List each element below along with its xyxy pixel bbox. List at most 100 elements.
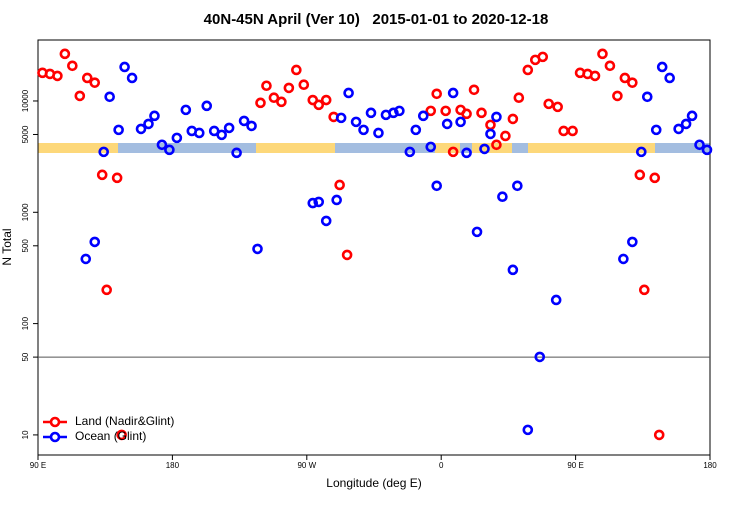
- point: [479, 143, 490, 155]
- ocean-band: [512, 143, 528, 153]
- y-tick-label: 10000: [21, 89, 30, 112]
- point: [331, 194, 342, 206]
- point: [417, 110, 429, 122]
- y-tick-label: 1000: [21, 203, 30, 221]
- point: [307, 197, 319, 209]
- point: [485, 119, 496, 131]
- point: [283, 82, 295, 94]
- point: [343, 87, 354, 99]
- point: [164, 144, 175, 156]
- point: [471, 226, 483, 238]
- point: [81, 72, 93, 84]
- point: [143, 118, 154, 130]
- point: [341, 249, 353, 261]
- point: [491, 139, 502, 151]
- point: [513, 92, 525, 104]
- point: [491, 111, 502, 123]
- legend-marker: [49, 416, 61, 428]
- point: [111, 172, 123, 184]
- point: [126, 72, 138, 84]
- point: [149, 110, 160, 122]
- point: [461, 108, 472, 120]
- point: [255, 97, 266, 109]
- point: [522, 64, 534, 76]
- x-tick-label: 180: [166, 461, 180, 470]
- point: [171, 132, 183, 144]
- point: [552, 101, 563, 113]
- point: [431, 88, 443, 100]
- point: [534, 351, 546, 363]
- point: [507, 264, 519, 276]
- point: [96, 169, 108, 181]
- point: [276, 96, 287, 108]
- point: [320, 94, 332, 106]
- point: [231, 147, 242, 159]
- point: [638, 284, 650, 296]
- point: [216, 129, 227, 141]
- point: [119, 61, 130, 73]
- chart-title: 40N-45N April (Ver 10) 2015-01-01 to 202…: [204, 11, 549, 28]
- point: [80, 253, 92, 265]
- point: [441, 118, 453, 130]
- point: [497, 191, 508, 203]
- point: [649, 172, 661, 184]
- point: [388, 107, 399, 119]
- point: [350, 116, 362, 128]
- y-tick-label: 50: [21, 352, 30, 361]
- legend-marker: [49, 431, 61, 443]
- point: [425, 141, 437, 153]
- point: [193, 127, 205, 139]
- point: [252, 243, 263, 255]
- point: [468, 84, 480, 96]
- y-tick-label: 5000: [21, 125, 30, 143]
- point: [440, 105, 451, 117]
- point: [589, 70, 601, 82]
- point: [425, 105, 437, 117]
- point: [619, 72, 631, 84]
- x-tick-label: 180: [703, 461, 717, 470]
- surface-band: [38, 143, 710, 153]
- point: [335, 112, 347, 124]
- point: [507, 113, 519, 125]
- point: [618, 253, 629, 265]
- legend-label: Ocean (Glint): [75, 429, 146, 443]
- point: [180, 104, 192, 116]
- point: [59, 48, 71, 60]
- point: [653, 429, 665, 441]
- point: [261, 80, 272, 92]
- point: [512, 180, 523, 192]
- x-tick-label: 90 W: [297, 461, 316, 470]
- point: [104, 91, 115, 103]
- point: [313, 99, 325, 111]
- point: [113, 124, 124, 136]
- legend-label: Land (Nadir&Glint): [75, 414, 174, 428]
- point: [447, 87, 459, 99]
- point: [664, 72, 675, 84]
- point: [500, 130, 511, 142]
- point: [268, 92, 280, 104]
- point: [291, 64, 302, 76]
- point: [656, 61, 668, 73]
- point: [298, 79, 310, 91]
- point: [320, 215, 332, 227]
- point: [694, 139, 705, 151]
- point: [404, 146, 416, 158]
- point: [686, 110, 698, 122]
- point: [74, 90, 86, 102]
- y-tick-label: 500: [21, 239, 30, 253]
- point: [135, 123, 147, 135]
- point: [89, 77, 101, 88]
- point: [101, 284, 112, 296]
- point: [89, 236, 101, 248]
- point: [410, 124, 422, 136]
- point: [394, 105, 405, 117]
- point: [98, 146, 110, 158]
- point: [543, 98, 555, 110]
- point: [597, 48, 608, 60]
- point: [201, 100, 213, 112]
- point: [334, 179, 345, 191]
- point: [701, 144, 713, 156]
- point: [485, 128, 496, 140]
- y-tick-label: 10: [21, 430, 30, 439]
- point: [447, 146, 459, 158]
